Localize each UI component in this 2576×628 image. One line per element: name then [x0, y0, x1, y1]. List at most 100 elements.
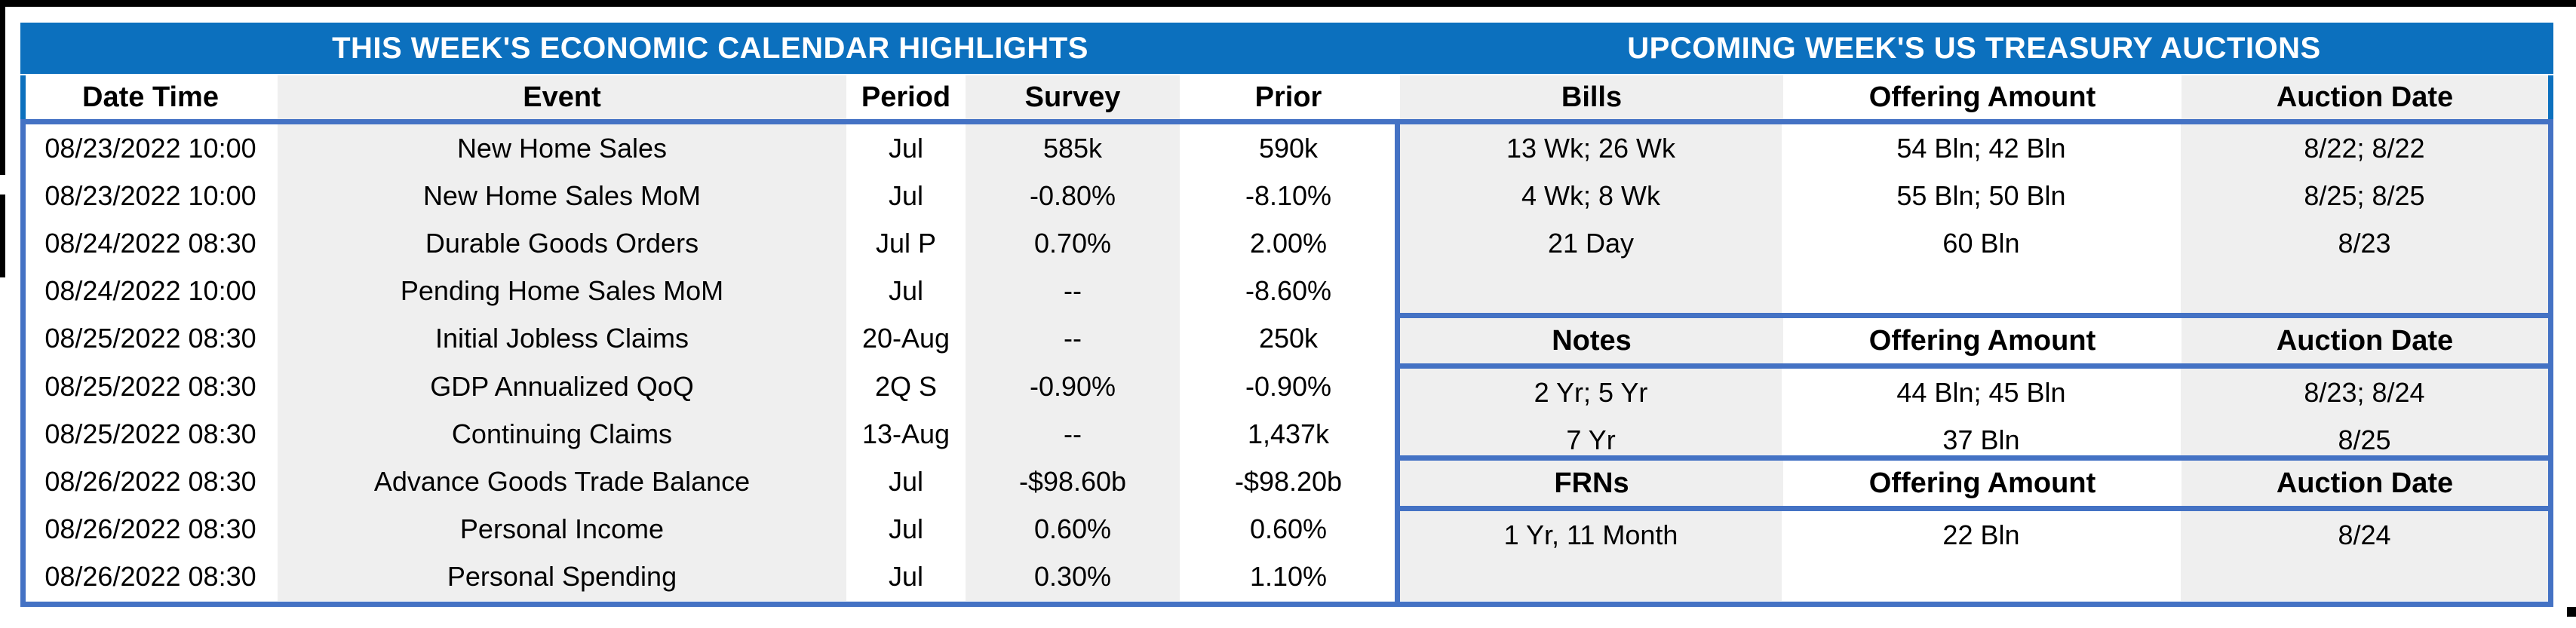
table-cell: 8/22; 8/22: [2304, 132, 2425, 164]
table-cell: Initial Jobless Claims: [275, 314, 846, 363]
table-cell: 0.70%: [963, 219, 1180, 268]
table-cell: 0.60%: [963, 505, 1180, 553]
cropped-border-top: [0, 0, 2576, 7]
frns-header-underline: [1395, 506, 2553, 511]
table-cell: Jul: [846, 458, 963, 506]
table-cell: 21 Day: [1547, 227, 1635, 259]
table-cell: 08/23/2022 10:00: [26, 172, 275, 220]
notes-column: 2 Yr; 5 Yr 7 Yr: [1400, 369, 1782, 455]
table-cell: Continuing Claims: [275, 410, 846, 458]
table-cell: New Home Sales: [275, 124, 846, 173]
left-header-cell: Survey: [963, 75, 1180, 119]
table-cell: New Home Sales MoM: [275, 172, 846, 220]
notes-header-cell: Notes: [1400, 318, 1783, 363]
table-cell: 2.00%: [1180, 219, 1395, 268]
table-cell: 2Q S: [846, 363, 963, 411]
frns-header-cell: Offering Amount: [1783, 461, 2179, 506]
bills-header-row: Bills Offering Amount Auction Date: [1400, 75, 2548, 119]
table-cell: 08/24/2022 08:30: [26, 219, 275, 268]
table-cell: 08/24/2022 10:00: [26, 267, 275, 315]
notes-header-row: Notes Offering Amount Auction Date: [1400, 318, 2548, 363]
notes-header-cell: Auction Date: [2179, 318, 2548, 363]
table-cell: 8/23; 8/24: [2304, 376, 2425, 408]
left-header-cell: Prior: [1180, 75, 1395, 119]
left-border-upper: [20, 75, 26, 124]
left-header-cell: Event: [275, 75, 846, 119]
table-cell: GDP Annualized QoQ: [275, 363, 846, 411]
table-cell: Jul: [846, 553, 963, 601]
bottom-border: [20, 602, 2553, 607]
table-cell: 8/25: [2338, 424, 2391, 455]
table-cell: 1.10%: [1180, 553, 1395, 601]
frns-header-row: FRNs Offering Amount Auction Date: [1400, 461, 2548, 506]
table-cell: 585k: [963, 124, 1180, 173]
table-cell: 590k: [1180, 124, 1395, 173]
table-cell: 55 Bln; 50 Bln: [1896, 179, 2066, 211]
cropped-border-left-segment-2: [0, 195, 5, 277]
frns-column: 22 Bln: [1782, 511, 2178, 601]
table-cell: 0.60%: [1180, 505, 1395, 553]
table-cell: Jul: [846, 172, 963, 220]
table-cell: -0.90%: [1180, 363, 1395, 411]
table-cell: 37 Bln: [1942, 424, 2020, 455]
bills-header-cell: Offering Amount: [1783, 75, 2179, 119]
table-cell: --: [963, 410, 1180, 458]
table-cell: 13 Wk; 26 Wk: [1506, 132, 1676, 164]
table-cell: Advance Goods Trade Balance: [275, 458, 846, 506]
table-cell: Durable Goods Orders: [275, 219, 846, 268]
bills-header-cell: Bills: [1400, 75, 1783, 119]
table-cell: -0.90%: [963, 363, 1180, 411]
table-cell: 20-Aug: [846, 314, 963, 363]
table-cell: 7 Yr: [1566, 424, 1616, 455]
left-header-cell: Period: [846, 75, 963, 119]
table-cell: 8/25; 8/25: [2304, 179, 2425, 211]
table-cell: 54 Bln; 42 Bln: [1896, 132, 2066, 164]
table-cell: --: [963, 267, 1180, 315]
notes-header-cell: Offering Amount: [1783, 318, 2179, 363]
left-border: [20, 119, 26, 607]
table-cell: 08/25/2022 08:30: [26, 314, 275, 363]
notes-body: 2 Yr; 5 Yr 7 Yr 44 Bln; 45 Bln 37 Bln 8/23; …: [1400, 369, 2549, 455]
frns-header-cell: FRNs: [1400, 461, 1783, 506]
table-cell: 1 Yr, 11 Month: [1503, 519, 1678, 550]
bills-body: 13 Wk; 26 Wk 4 Wk; 8 Wk 21 Day 54 Bln; 42 B…: [1400, 124, 2549, 313]
center-divider-border: [1395, 119, 1400, 607]
table-cell: 13-Aug: [846, 410, 963, 458]
table-cell: Jul: [846, 124, 963, 173]
bills-column: 13 Wk; 26 Wk 4 Wk; 8 Wk 21 Day: [1400, 124, 1782, 313]
bills-notes-divider: [1395, 313, 2553, 318]
frns-body: 1 Yr, 11 Month 22 Bln 8/24: [1400, 511, 2549, 601]
frns-column: 8/24: [2178, 511, 2549, 601]
table-cell: 22 Bln: [1942, 519, 2020, 550]
bills-column: 54 Bln; 42 Bln 55 Bln; 50 Bln 60 Bln: [1782, 124, 2178, 313]
table-cell: 08/26/2022 08:30: [26, 458, 275, 506]
table-cell: -0.80%: [963, 172, 1180, 220]
cropped-border-left-segment-1: [0, 0, 5, 175]
table-cell: Jul: [846, 267, 963, 315]
table-cell: 250k: [1180, 314, 1395, 363]
treasury-auctions-title: UPCOMING WEEK'S US TREASURY AUCTIONS: [1627, 31, 2321, 65]
economic-calendar-title: THIS WEEK'S ECONOMIC CALENDAR HIGHLIGHTS: [332, 31, 1088, 65]
table-cell: -8.60%: [1180, 267, 1395, 315]
table-cell: 08/23/2022 10:00: [26, 124, 275, 173]
table-cell: --: [963, 314, 1180, 363]
table-cell: -8.10%: [1180, 172, 1395, 220]
table-cell: 8/24: [2338, 519, 2391, 550]
notes-frns-divider: [1395, 455, 2553, 461]
economic-calendar-body: 08/23/2022 10:00 New Home Sales Jul 585k 590…: [26, 124, 1395, 601]
table-cell: 1,437k: [1180, 410, 1395, 458]
table-cell: Jul P: [846, 219, 963, 268]
table-cell: Pending Home Sales MoM: [275, 267, 846, 315]
notes-column: 44 Bln; 45 Bln 37 Bln: [1782, 369, 2178, 455]
table-cell: 2 Yr; 5 Yr: [1534, 376, 1648, 408]
economic-calendar-header-row: Date Time Event Period Survey Prior: [26, 75, 1395, 119]
right-border-upper: [2548, 75, 2553, 124]
frns-header-cell: Auction Date: [2179, 461, 2548, 506]
bills-column: 8/22; 8/22 8/25; 8/25 8/23: [2178, 124, 2549, 313]
cropped-border-bottom-right-mark: [2567, 607, 2576, 617]
notes-column: 8/23; 8/24 8/25: [2178, 369, 2549, 455]
table-cell: 60 Bln: [1942, 227, 2020, 259]
table-cell: 4 Wk; 8 Wk: [1521, 179, 1660, 211]
table-cell: 8/23: [2338, 227, 2391, 259]
